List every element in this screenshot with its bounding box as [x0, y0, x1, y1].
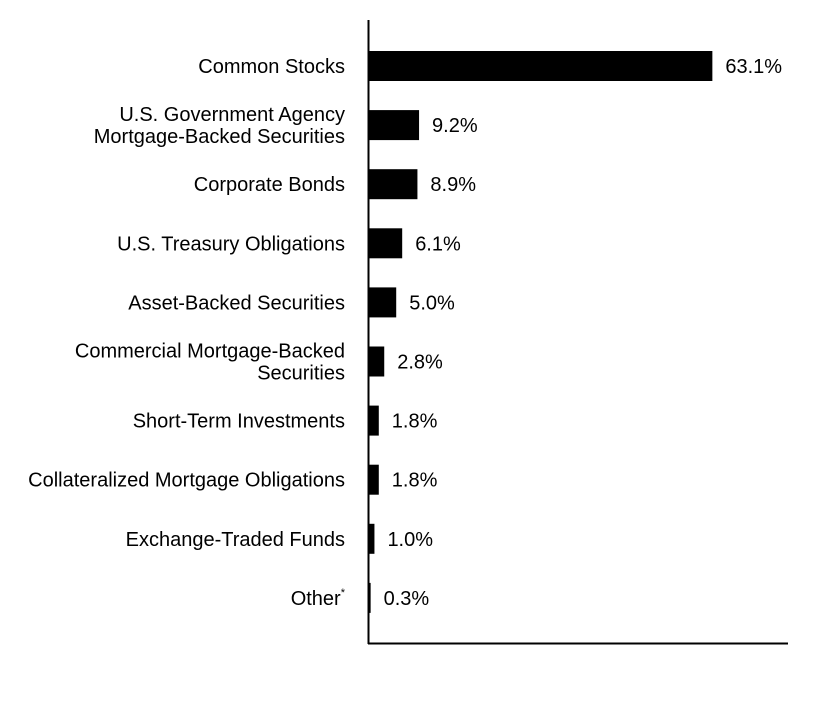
bar — [369, 346, 385, 377]
bar — [369, 464, 379, 495]
value-label: 9.2% — [432, 115, 478, 137]
bars-group — [369, 51, 713, 613]
category-labels-group: Common Stocks U.S. Government AgencyMortg… — [28, 56, 346, 610]
category-label: Commercial Mortgage-Backed — [75, 341, 345, 363]
value-label: 2.8% — [397, 352, 443, 374]
category-label: Short-Term Investments — [133, 411, 345, 433]
footnote-marker: * — [341, 587, 346, 599]
category-label: Collateralized Mortgage Obligations — [28, 470, 345, 492]
category-label: Asset-Backed Securities — [128, 292, 345, 314]
category-label: U.S. Treasury Obligations — [117, 233, 345, 255]
bar — [369, 523, 375, 554]
bar — [369, 228, 403, 259]
bar — [369, 582, 371, 613]
value-label: 63.1% — [725, 56, 782, 78]
value-labels-group: 63.1% 9.2% 8.9% 6.1% 5.0% 2.8% 1.8% 1.8% 1.0% 0.3… — [384, 56, 783, 610]
value-label: 0.3% — [384, 588, 430, 610]
bar — [369, 405, 379, 436]
value-label: 1.8% — [392, 411, 438, 433]
value-label: 8.9% — [430, 174, 476, 196]
value-label: 6.1% — [415, 233, 461, 255]
value-label: 1.8% — [392, 470, 438, 492]
bar — [369, 287, 397, 318]
bar — [369, 169, 418, 200]
value-label: 1.0% — [387, 529, 433, 551]
category-label: Securities — [257, 363, 345, 385]
category-label: U.S. Government Agency — [119, 104, 345, 126]
bar — [369, 51, 713, 81]
category-label: Common Stocks — [198, 56, 345, 78]
category-label: Exchange-Traded Funds — [126, 529, 345, 551]
value-label: 5.0% — [409, 292, 455, 314]
category-label: Mortgage-Backed Securities — [94, 126, 345, 148]
category-label: Other* — [291, 587, 346, 610]
bar — [369, 110, 420, 141]
category-label: Corporate Bonds — [194, 174, 345, 196]
